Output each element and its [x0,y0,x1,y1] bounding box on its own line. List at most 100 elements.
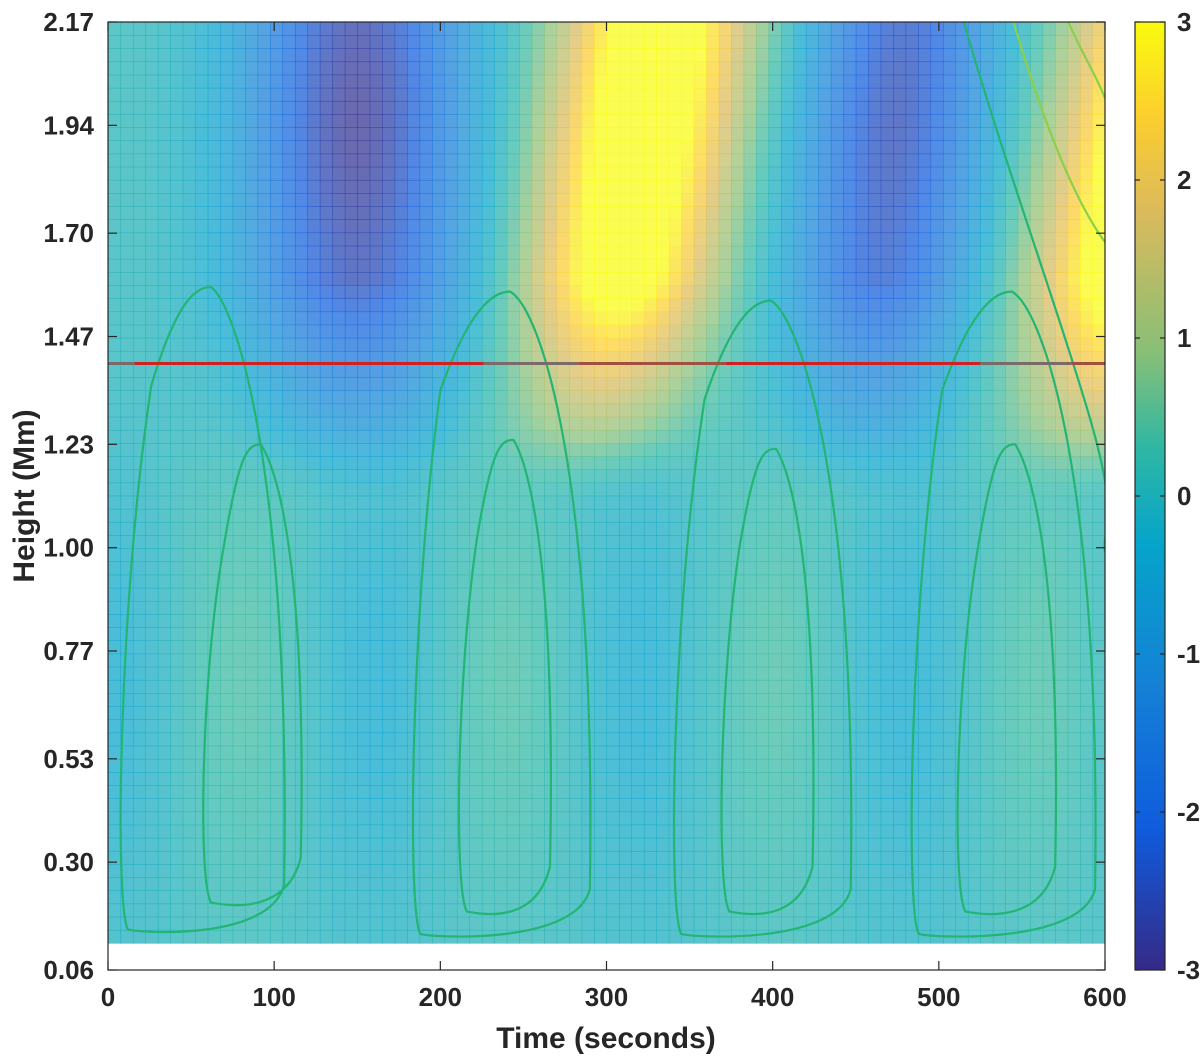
heatmap-cell [668,429,682,444]
heatmap-cell [357,732,371,747]
heatmap-cell [905,443,919,457]
heatmap-cell [805,324,819,339]
heatmap-cell [220,443,234,457]
heatmap-cell [369,864,383,878]
heatmap-cell [157,732,171,747]
heatmap-cell [556,745,570,760]
heatmap-cell [556,258,570,273]
heatmap-cell [319,456,333,470]
heatmap-cell [880,758,894,773]
heatmap-cell [905,377,919,392]
heatmap-cell [307,811,321,826]
heatmap-cell [182,719,196,734]
heatmap-cell [481,587,495,602]
heatmap-cell [257,745,271,760]
heatmap-cell [207,653,221,668]
heatmap-cell [681,785,695,799]
heatmap-cell [444,179,458,194]
heatmap-cell [307,706,321,720]
heatmap-cell [432,127,446,142]
heatmap-cell [394,521,408,536]
heatmap-cell [519,416,533,431]
heatmap-cell [918,758,932,773]
heatmap-cell [830,679,844,694]
heatmap-cell [868,614,882,628]
heatmap-cell [456,903,471,918]
heatmap-cell [631,482,645,497]
heatmap-cell [805,74,819,89]
heatmap-cell [830,219,844,234]
heatmap-cell [270,403,284,418]
heatmap-cell [643,193,657,207]
heatmap-cell [344,443,358,457]
heatmap-cell [656,798,670,813]
heatmap-cell [232,74,246,89]
heatmap-cell [319,22,333,36]
heatmap-cell [955,61,969,76]
heatmap-cell [631,416,645,431]
heatmap-cell [232,824,246,839]
heatmap-cell [618,600,633,615]
heatmap-cell [170,653,184,668]
heatmap-cell [855,627,869,642]
heatmap-cell [893,456,907,470]
heatmap-cell [257,127,271,142]
heatmap-cell [506,877,520,892]
heatmap-cell [718,61,732,76]
heatmap-cell [357,824,371,839]
heatmap-cell [444,508,458,523]
heatmap-cell [606,35,620,49]
heatmap-cell [880,48,894,63]
heatmap-cell [195,614,209,628]
heatmap-cell [382,245,396,260]
heatmap-cell [419,785,433,799]
heatmap-cell [618,166,633,181]
heatmap-cell [942,587,957,602]
heatmap-cell [407,153,421,168]
heatmap-cell [456,245,471,260]
heatmap-cell [756,74,770,89]
heatmap-cell [643,482,657,497]
heatmap-cell [693,87,707,102]
heatmap-cell [569,87,583,102]
heatmap-cell [220,640,234,655]
heatmap-cell [382,693,396,707]
heatmap-cell [170,298,184,313]
heatmap-cell [182,22,196,36]
heatmap-cell [319,482,333,497]
heatmap-cell [706,587,720,602]
heatmap-cell [780,245,795,260]
heatmap-cell [519,443,533,457]
heatmap-cell [618,521,633,536]
heatmap-cell [930,877,944,892]
heatmap-cell [207,140,221,155]
heatmap-cell [718,916,732,931]
heatmap-cell [407,521,421,536]
heatmap-cell [905,127,919,142]
heatmap-cell [282,100,296,115]
heatmap-cell [643,153,657,168]
heatmap-cell [656,272,670,286]
heatmap-cell [967,864,981,878]
heatmap-cell [606,824,620,839]
heatmap-cell [245,48,259,63]
heatmap-cell [805,127,819,142]
heatmap-cell [245,600,259,615]
heatmap-cell [407,390,421,405]
heatmap-cell [357,719,371,734]
heatmap-cell [706,640,720,655]
heatmap-cell [843,916,857,931]
heatmap-cell [357,456,371,470]
heatmap-cell [394,850,408,865]
heatmap-cell [930,127,944,142]
heatmap-cell [506,35,520,49]
heatmap-cell [643,653,657,668]
heatmap-cell [830,456,844,470]
heatmap-cell [656,456,670,470]
heatmap-cell [731,771,745,786]
heatmap-cell [594,114,608,128]
heatmap-cell [207,350,221,365]
heatmap-cell [594,74,608,89]
heatmap-cell [780,837,795,852]
heatmap-cell [469,666,483,681]
